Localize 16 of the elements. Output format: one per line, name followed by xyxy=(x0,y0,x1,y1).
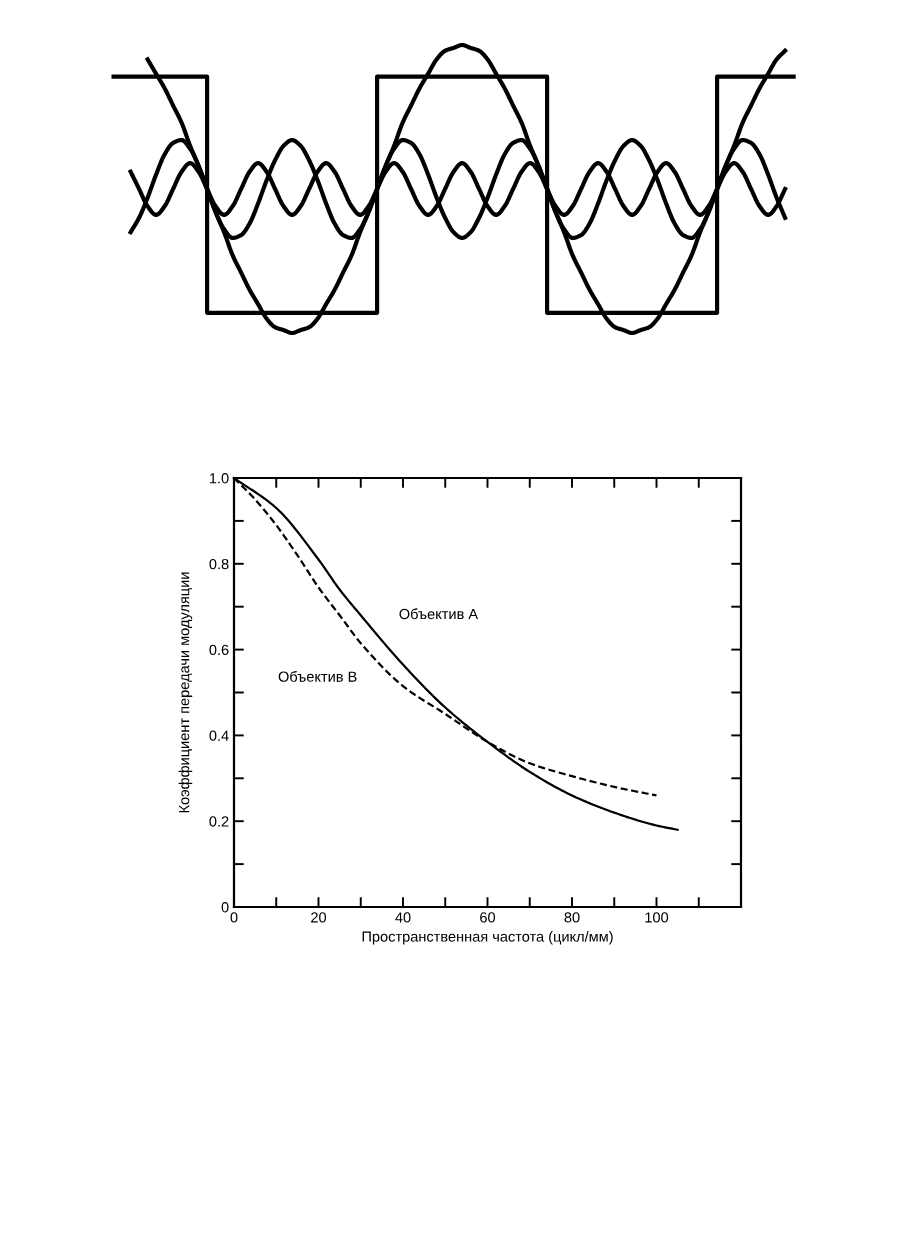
x-tick-label: 40 xyxy=(395,912,411,923)
y-tick-label: 0 xyxy=(221,902,229,913)
y-tick-label: 0.6 xyxy=(209,644,229,656)
x-axis-title: Пространственная частота (цикл/мм) xyxy=(362,931,613,945)
x-tick-label: 60 xyxy=(480,912,496,923)
x-tick-label: 0 xyxy=(230,912,238,923)
y-tick-label: 0.2 xyxy=(209,816,229,827)
y-tick-label: 1.0 xyxy=(209,473,229,484)
series-label: Объектив B xyxy=(278,670,357,682)
x-tick-label: 80 xyxy=(564,912,580,923)
y-tick-label: 0.8 xyxy=(209,558,229,570)
x-tick-label: 100 xyxy=(645,912,669,923)
series-label: Объектив А xyxy=(399,608,479,620)
y-tick-label: 0.4 xyxy=(209,730,229,741)
x-tick-label: 20 xyxy=(311,912,327,923)
y-axis-title: Коэффициент передачи модуляции xyxy=(178,572,193,813)
